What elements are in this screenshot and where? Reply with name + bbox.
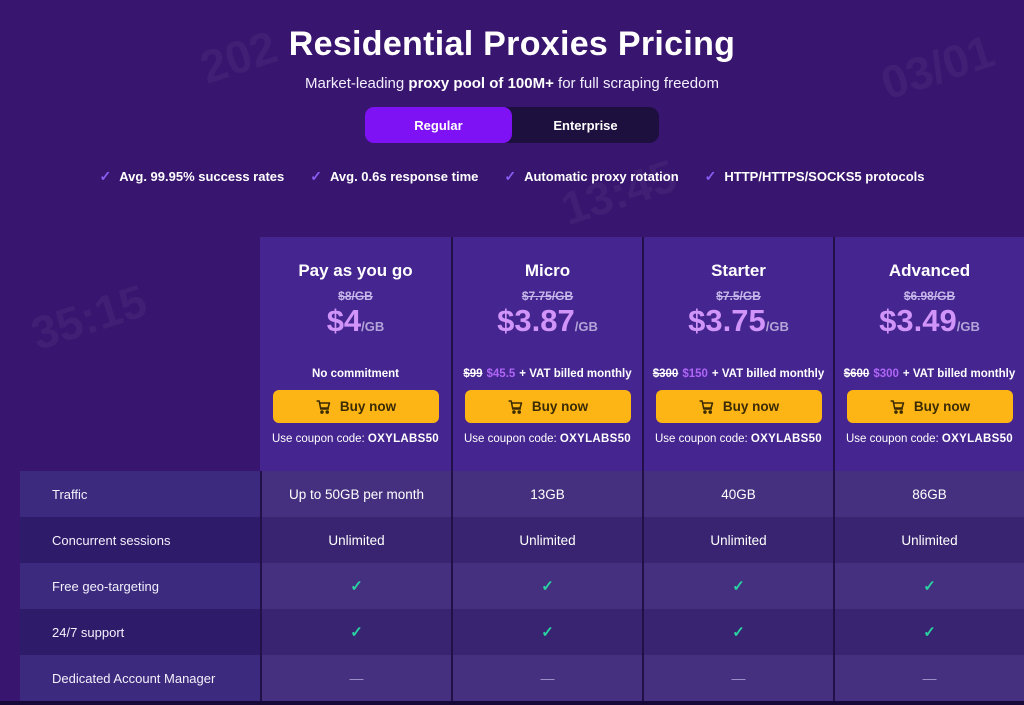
plan-old-price: $7.5/GB [716,289,761,303]
plan-name: Micro [524,261,571,280]
pricing-toggle: Regular Enterprise [365,107,659,143]
check-icon: ✓ [260,563,451,609]
row-label: Dedicated Account Manager [20,655,260,701]
cart-icon [698,399,715,415]
plan-price: $3.87/GB [497,303,598,338]
feature-item: ✓ Avg. 0.6s response time [310,168,479,184]
table-cell: 86GB [833,471,1024,517]
check-icon: ✓ [704,168,717,184]
plan-commitment: No commitment [312,367,399,380]
row-label: 24/7 support [20,609,260,655]
plan-commitment: $300 $150 + VAT billed monthly [652,367,825,380]
dash-icon: — [260,655,451,701]
plan-old-price: $7.75/GB [521,289,574,303]
feature-item: ✓ Automatic proxy rotation [504,168,679,184]
cart-icon [889,399,906,415]
table-row-dedicated-account-manager: Dedicated Account Manager — — — — [20,655,1024,701]
dash-icon: — [833,655,1024,701]
comparison-table: Traffic Up to 50GB per month 13GB 40GB 8… [20,471,1024,701]
cart-icon [315,399,332,415]
feature-list: ✓ Avg. 99.95% success rates ✓ Avg. 0.6s re… [0,168,1024,185]
background-watermark: 35:15 [25,273,154,361]
plan-price: $3.49/GB [879,303,980,338]
plan-card-starter: Starter $7.5/GB $3.75/GB $300 $150 + VAT b… [642,237,833,471]
check-icon: ✓ [310,168,322,184]
plan-name: Advanced [888,261,971,280]
coupon-text: Use coupon code: OXYLABS50 [464,433,631,445]
coupon-text: Use coupon code: OXYLABS50 [846,433,1013,445]
check-icon: ✓ [642,563,833,609]
plan-card-advanced: Advanced $6.98/GB $3.49/GB $600 $300 + VAT… [833,237,1024,471]
toggle-enterprise[interactable]: Enterprise [553,117,618,133]
check-icon: ✓ [99,168,112,184]
buy-now-button[interactable]: Buy now [846,390,1013,423]
check-icon: ✓ [451,609,642,655]
plan-old-price: $8/GB [338,289,373,303]
table-cell: Unlimited [451,517,642,563]
table-row-free-geo-targeting: Free geo-targeting ✓ ✓ ✓ ✓ [20,563,1024,609]
plan-commitment: $99 $45.5 + VAT billed monthly [463,367,632,380]
check-icon: ✓ [504,168,517,184]
buy-now-button[interactable]: Buy now [272,390,439,423]
table-row-concurrent-sessions: Concurrent sessions Unlimited Unlimited … [20,517,1024,563]
table-cell: 40GB [642,471,833,517]
table-row-traffic: Traffic Up to 50GB per month 13GB 40GB 8… [20,471,1024,517]
table-cell: Unlimited [642,517,833,563]
row-label: Traffic [20,471,260,517]
table-row-247-support: 24/7 support ✓ ✓ ✓ ✓ [20,609,1024,655]
plan-card-micro: Micro $7.75/GB $3.87/GB $99 $45.5 + VAT bi… [451,237,642,471]
bottom-border [0,701,1024,705]
check-icon: ✓ [833,563,1024,609]
coupon-text: Use coupon code: OXYLABS50 [272,433,439,445]
plan-name: Pay as you go [298,261,413,280]
dash-icon: — [451,655,642,701]
coupon-text: Use coupon code: OXYLABS50 [655,433,822,445]
toggle-regular[interactable]: Regular [365,107,512,143]
plan-price: $3.75/GB [688,303,789,338]
plan-old-price: $6.98/GB [903,289,956,303]
plan-price: $4/GB [326,303,385,338]
row-label: Free geo-targeting [20,563,260,609]
table-cell: Unlimited [833,517,1024,563]
buy-now-button[interactable]: Buy now [464,390,631,423]
feature-item: ✓ Avg. 99.95% success rates [99,168,285,184]
page-title: Residential Proxies Pricing [288,24,736,63]
table-cell: 13GB [451,471,642,517]
feature-item: ✓ HTTP/HTTPS/SOCKS5 protocols [704,168,925,184]
table-cell: Unlimited [260,517,451,563]
table-cell: Up to 50GB per month [260,471,451,517]
plan-card-pay-as-you-go: Pay as you go $8/GB $4/GB No commitment … [260,237,451,471]
check-icon: ✓ [642,609,833,655]
check-icon: ✓ [451,563,642,609]
dash-icon: — [642,655,833,701]
buy-now-button[interactable]: Buy now [655,390,822,423]
plan-cards: Pay as you go $8/GB $4/GB No commitment … [260,237,1024,471]
page-subtitle: Market-leading proxy pool of 100M+ for f… [305,75,719,92]
background-watermark: 13:45 [555,148,684,236]
check-icon: ✓ [833,609,1024,655]
plan-name: Starter [711,261,766,280]
row-label: Concurrent sessions [20,517,260,563]
check-icon: ✓ [260,609,451,655]
plan-commitment: $600 $300 + VAT billed monthly [843,367,1016,380]
cart-icon [507,399,524,415]
